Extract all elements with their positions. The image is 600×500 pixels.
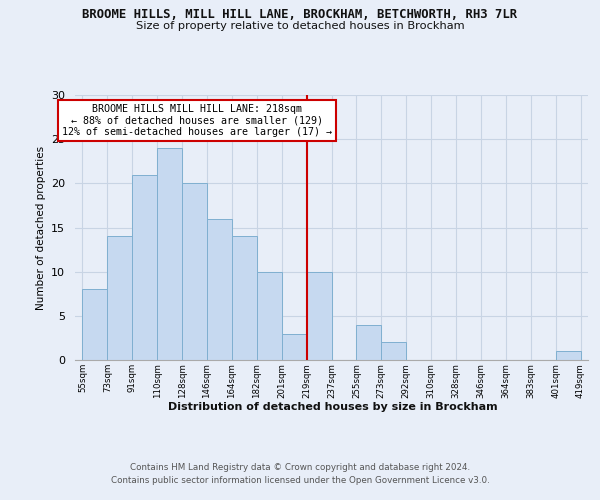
Bar bbox=[207, 218, 232, 360]
Bar bbox=[556, 351, 581, 360]
Bar bbox=[382, 342, 406, 360]
Y-axis label: Number of detached properties: Number of detached properties bbox=[35, 146, 46, 310]
Text: Contains public sector information licensed under the Open Government Licence v3: Contains public sector information licen… bbox=[110, 476, 490, 485]
Bar bbox=[182, 184, 207, 360]
Bar bbox=[257, 272, 281, 360]
Text: Contains HM Land Registry data © Crown copyright and database right 2024.: Contains HM Land Registry data © Crown c… bbox=[130, 462, 470, 471]
Text: Size of property relative to detached houses in Brockham: Size of property relative to detached ho… bbox=[136, 21, 464, 31]
Bar bbox=[307, 272, 332, 360]
Bar bbox=[157, 148, 182, 360]
Bar bbox=[232, 236, 257, 360]
Text: BROOME HILLS MILL HILL LANE: 218sqm
← 88% of detached houses are smaller (129)
1: BROOME HILLS MILL HILL LANE: 218sqm ← 88… bbox=[62, 104, 332, 137]
Bar bbox=[132, 174, 157, 360]
Bar bbox=[82, 290, 107, 360]
Text: BROOME HILLS, MILL HILL LANE, BROCKHAM, BETCHWORTH, RH3 7LR: BROOME HILLS, MILL HILL LANE, BROCKHAM, … bbox=[82, 8, 518, 20]
Text: Distribution of detached houses by size in Brockham: Distribution of detached houses by size … bbox=[168, 402, 498, 412]
Bar bbox=[281, 334, 307, 360]
Bar bbox=[356, 324, 382, 360]
Bar bbox=[107, 236, 132, 360]
